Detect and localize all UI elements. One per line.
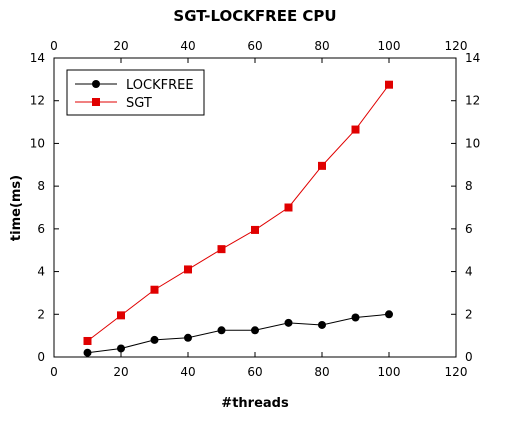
x-tick-label-bottom: 40 <box>180 365 195 379</box>
data-series <box>84 81 394 357</box>
y-tick-label-right: 6 <box>465 222 473 236</box>
data-point <box>218 245 226 253</box>
data-point <box>117 344 125 352</box>
x-axis-label: #threads <box>221 396 289 411</box>
data-point <box>251 226 259 234</box>
data-point <box>251 326 259 334</box>
series-line <box>88 314 390 352</box>
x-tick-label-bottom: 60 <box>247 365 262 379</box>
data-point <box>184 334 192 342</box>
y-tick-label-right: 4 <box>465 265 473 279</box>
x-tick-label-top: 60 <box>247 39 262 53</box>
y-tick-label-right: 8 <box>465 179 473 193</box>
data-point <box>151 286 159 294</box>
data-point <box>385 310 393 318</box>
data-point <box>84 337 92 345</box>
x-tick-label-top: 20 <box>113 39 128 53</box>
data-point <box>318 162 326 170</box>
x-tick-label-bottom: 120 <box>445 365 468 379</box>
x-tick-label-bottom: 20 <box>113 365 128 379</box>
x-tick-label-bottom: 100 <box>378 365 401 379</box>
y-tick-label-right: 14 <box>465 51 480 65</box>
y-tick-label-left: 10 <box>30 136 45 150</box>
y-tick-label-right: 2 <box>465 307 473 321</box>
x-tick-label-top: 40 <box>180 39 195 53</box>
legend-label: SGT <box>126 96 152 111</box>
data-point <box>218 326 226 334</box>
series-lockfree <box>84 310 394 356</box>
x-tick-label-top: 80 <box>314 39 329 53</box>
x-tick-label-bottom: 0 <box>50 365 58 379</box>
x-tick-label-top: 100 <box>378 39 401 53</box>
y-tick-label-left: 0 <box>37 350 45 364</box>
y-axis-label: time(ms) <box>9 175 24 241</box>
data-point <box>385 81 393 89</box>
data-point <box>318 321 326 329</box>
y-tick-label-left: 12 <box>30 94 45 108</box>
x-tick-label-bottom: 80 <box>314 365 329 379</box>
y-tick-label-left: 4 <box>37 265 45 279</box>
series-line <box>88 85 390 341</box>
y-tick-label-right: 10 <box>465 136 480 150</box>
data-point <box>151 336 159 344</box>
data-point <box>285 204 293 212</box>
legend-label: LOCKFREE <box>126 78 194 93</box>
series-sgt <box>84 81 394 345</box>
y-tick-label-right: 0 <box>465 350 473 364</box>
y-tick-label-right: 12 <box>465 94 480 108</box>
y-tick-label-left: 14 <box>30 51 45 65</box>
data-point <box>117 311 125 319</box>
y-tick-label-left: 8 <box>37 179 45 193</box>
y-tick-label-left: 2 <box>37 307 45 321</box>
data-point <box>285 319 293 327</box>
chart-title: SGT-LOCKFREE CPU <box>173 7 336 25</box>
legend: LOCKFREE SGT <box>67 70 204 115</box>
legend-marker <box>92 98 100 106</box>
data-point <box>84 349 92 357</box>
y-tick-label-left: 6 <box>37 222 45 236</box>
legend-marker <box>92 80 100 88</box>
data-point <box>352 313 360 321</box>
data-point <box>352 126 360 134</box>
data-point <box>184 265 192 273</box>
x-tick-label-top: 0 <box>50 39 58 53</box>
